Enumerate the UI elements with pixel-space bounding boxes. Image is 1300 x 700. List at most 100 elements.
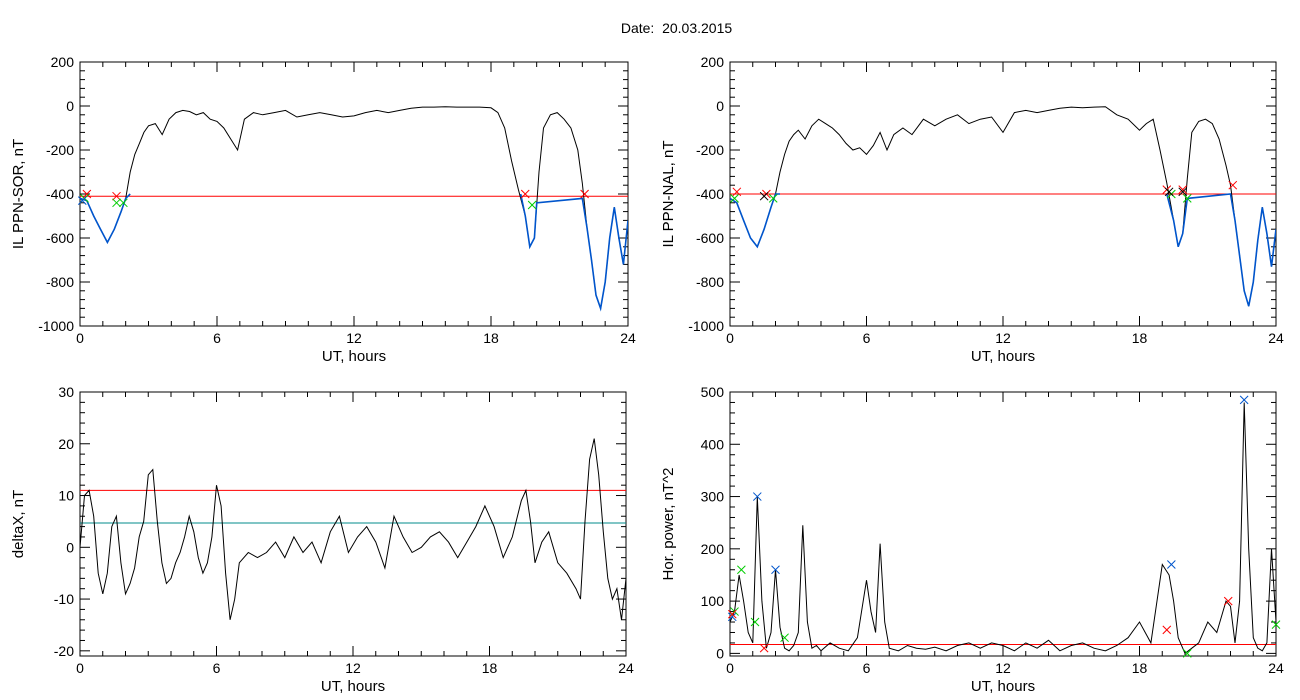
chart-panel-deltax: 0 6 12 18 24 -20 -10 0 10 20 30 UT, hours deltaX, nT	[10, 384, 634, 695]
y-tick-label: 300	[701, 489, 725, 505]
data-point-marker	[580, 189, 589, 199]
y-tick-label: -200	[46, 142, 74, 158]
x-axis-title: UT, hours	[971, 678, 1035, 695]
y-tick-label: 0	[716, 98, 724, 114]
data-point-marker	[732, 187, 742, 197]
x-axis-title: UT, hours	[971, 348, 1035, 365]
chart-panel-hor-power: 0 6 12 18 24 0 100 200 300 400 500 UT, hours Hor. po…	[660, 384, 1284, 695]
data-point-marker	[527, 200, 537, 210]
y-tick-label: -600	[696, 230, 724, 246]
data-point-marker	[1178, 187, 1188, 197]
data-point-marker	[780, 633, 789, 643]
y-tick-label: -800	[46, 274, 74, 290]
y-tick-label: 0	[66, 539, 74, 555]
x-tick-label: 6	[213, 660, 221, 676]
x-axis-title: UT, hours	[322, 348, 386, 365]
x-tick-label: 24	[620, 330, 636, 346]
x-tick-label: 6	[863, 330, 871, 346]
x-tick-label: 12	[346, 330, 362, 346]
y-tick-label: -800	[696, 274, 724, 290]
plot-frame	[729, 391, 1277, 657]
data-point-marker	[1228, 180, 1238, 190]
x-tick-label: 24	[1268, 660, 1284, 676]
x-tick-label: 0	[76, 330, 84, 346]
x-tick-label: 12	[995, 330, 1011, 346]
y-tick-label: -400	[46, 186, 74, 202]
x-tick-label: 24	[618, 660, 634, 676]
data-point-marker	[82, 189, 92, 199]
data-point-marker	[1182, 194, 1192, 203]
plot-frame	[79, 61, 629, 327]
x-tick-label: 18	[483, 330, 499, 346]
data-point-marker	[1178, 185, 1188, 194]
x-tick-label: 0	[726, 330, 734, 346]
chart-panel-ppn-sor: 0 6 12 18 24 -1000 -800 -600 -400 -200 0 200 UT, hou…	[10, 54, 636, 365]
y-tick-label: 0	[716, 645, 724, 661]
y-tick-label: 30	[58, 384, 74, 400]
y-axis-title: Hor. power, nT^2	[660, 468, 677, 581]
y-tick-label: -1000	[688, 318, 724, 334]
data-point-marker	[737, 565, 746, 575]
x-tick-label: 6	[213, 330, 221, 346]
data-point-marker	[77, 196, 87, 205]
data-point-marker	[752, 492, 762, 501]
y-axis-title: deltaX, nT	[10, 490, 27, 558]
series-line-deltax-0	[80, 438, 626, 620]
data-point-marker	[727, 609, 737, 619]
x-tick-label: 24	[1268, 330, 1284, 346]
data-point-marker	[759, 191, 769, 201]
y-tick-label: -10	[54, 591, 74, 607]
y-tick-label: -20	[54, 643, 74, 659]
y-tick-label: 400	[701, 436, 725, 452]
x-tick-label: 18	[482, 660, 498, 676]
data-point-marker	[1182, 649, 1192, 658]
x-tick-label: 0	[726, 660, 734, 676]
data-point-marker	[119, 198, 128, 208]
y-tick-label: 200	[51, 54, 75, 70]
x-tick-label: 6	[863, 660, 871, 676]
plot-frame	[79, 391, 627, 657]
y-axis-title: IL PPN-SOR, nT	[10, 139, 27, 249]
data-point-marker	[750, 617, 760, 627]
data-point-marker	[1271, 620, 1281, 629]
chart-panel-ppn-nal: 0 6 12 18 24 -1000 -800 -600 -400 -200 0 200 UT, hou…	[660, 54, 1284, 365]
data-point-marker	[768, 194, 778, 203]
y-tick-label: 100	[701, 593, 725, 609]
data-point-marker	[1162, 625, 1172, 635]
data-point-marker	[112, 191, 121, 201]
x-tick-label: 0	[76, 660, 84, 676]
x-tick-label: 18	[1132, 660, 1148, 676]
series-line-ppn-sor-1	[80, 193, 628, 312]
x-axis-title: UT, hours	[321, 678, 385, 695]
data-point-marker	[1164, 187, 1174, 197]
data-point-marker	[727, 612, 737, 622]
data-point-marker	[1166, 560, 1176, 569]
data-point-marker	[759, 643, 769, 653]
y-tick-label: 200	[701, 541, 725, 557]
y-tick-label: -200	[696, 142, 724, 158]
data-point-marker	[771, 565, 780, 575]
y-tick-label: 500	[701, 384, 725, 400]
data-point-marker	[730, 194, 739, 203]
y-tick-label: 20	[58, 436, 74, 452]
y-tick-label: -600	[46, 230, 74, 246]
series-line-hor-power-0	[730, 402, 1276, 655]
page-title: Date: 20.03.2015	[620, 20, 733, 36]
y-tick-label: 0	[66, 98, 74, 114]
y-tick-label: -1000	[38, 318, 74, 334]
data-point-marker	[520, 189, 530, 199]
data-point-marker	[1223, 596, 1233, 606]
x-tick-label: 12	[995, 660, 1011, 676]
y-tick-label: 200	[701, 54, 725, 70]
y-tick-label: 10	[58, 488, 74, 504]
y-axis-title: IL PPN-NAL, nT	[660, 141, 677, 248]
y-tick-label: -400	[696, 186, 724, 202]
series-line-ppn-nal-1	[730, 193, 1276, 307]
series-line-ppn-sor-0	[80, 106, 628, 311]
x-tick-label: 12	[345, 660, 361, 676]
series-line-ppn-nal-0	[730, 106, 1276, 307]
data-point-marker	[112, 198, 121, 208]
data-point-marker	[1239, 395, 1249, 405]
x-tick-label: 18	[1132, 330, 1148, 346]
